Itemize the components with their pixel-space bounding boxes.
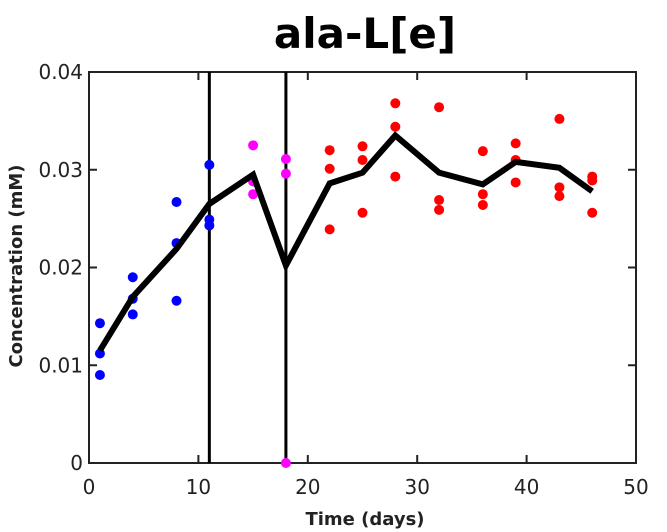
data-point [94, 370, 105, 381]
plot-area: 0 10 20 30 40 50 0 0.01 0.02 0.03 0.04 [38, 60, 648, 499]
data-point [554, 113, 565, 124]
y-axis-label: Concentration (mM) [6, 164, 27, 367]
data-point [390, 171, 401, 182]
chart-title: ala-L[e] [274, 9, 456, 58]
data-point [390, 98, 401, 109]
y-tick-label: 0.04 [38, 60, 83, 84]
data-point [127, 272, 138, 283]
data-point [434, 195, 445, 206]
axes-box [88, 71, 637, 464]
data-point [171, 197, 182, 208]
y-tick-label: 0.03 [38, 158, 83, 182]
data-point [171, 295, 182, 306]
data-point [357, 141, 368, 152]
x-tick-label: 10 [186, 475, 211, 499]
y-tick-label: 0.02 [38, 256, 83, 280]
x-tick-label: 0 [83, 475, 96, 499]
data-point [280, 168, 291, 179]
data-point [587, 207, 598, 218]
data-point [127, 309, 138, 320]
data-point [390, 121, 401, 132]
data-point [477, 189, 488, 200]
data-point [477, 199, 488, 210]
data-point [510, 138, 521, 149]
x-axis-label: Time (days) [305, 509, 424, 530]
data-point [357, 207, 368, 218]
data-point [434, 204, 445, 215]
data-point [324, 145, 335, 156]
data-point [280, 153, 291, 164]
data-point [280, 458, 291, 468]
data-point [324, 163, 335, 174]
data-point [204, 159, 215, 170]
data-point [248, 140, 259, 151]
data-point [248, 189, 259, 200]
data-point [324, 224, 335, 235]
data-point [554, 191, 565, 202]
data-point [434, 102, 445, 113]
y-tick-label: 0 [70, 451, 83, 475]
x-tick-label: 20 [295, 475, 320, 499]
data-point [587, 175, 598, 186]
data-point [94, 318, 105, 329]
x-tick-label: 40 [514, 475, 539, 499]
data-point [357, 154, 368, 165]
data-point [554, 182, 565, 193]
data-point [510, 177, 521, 188]
mean-line [97, 131, 594, 353]
x-tick-label: 50 [623, 475, 648, 499]
x-tick-label: 30 [404, 475, 429, 499]
y-tick-label: 0.01 [38, 353, 83, 377]
data-point [477, 146, 488, 157]
data-point [204, 220, 215, 231]
